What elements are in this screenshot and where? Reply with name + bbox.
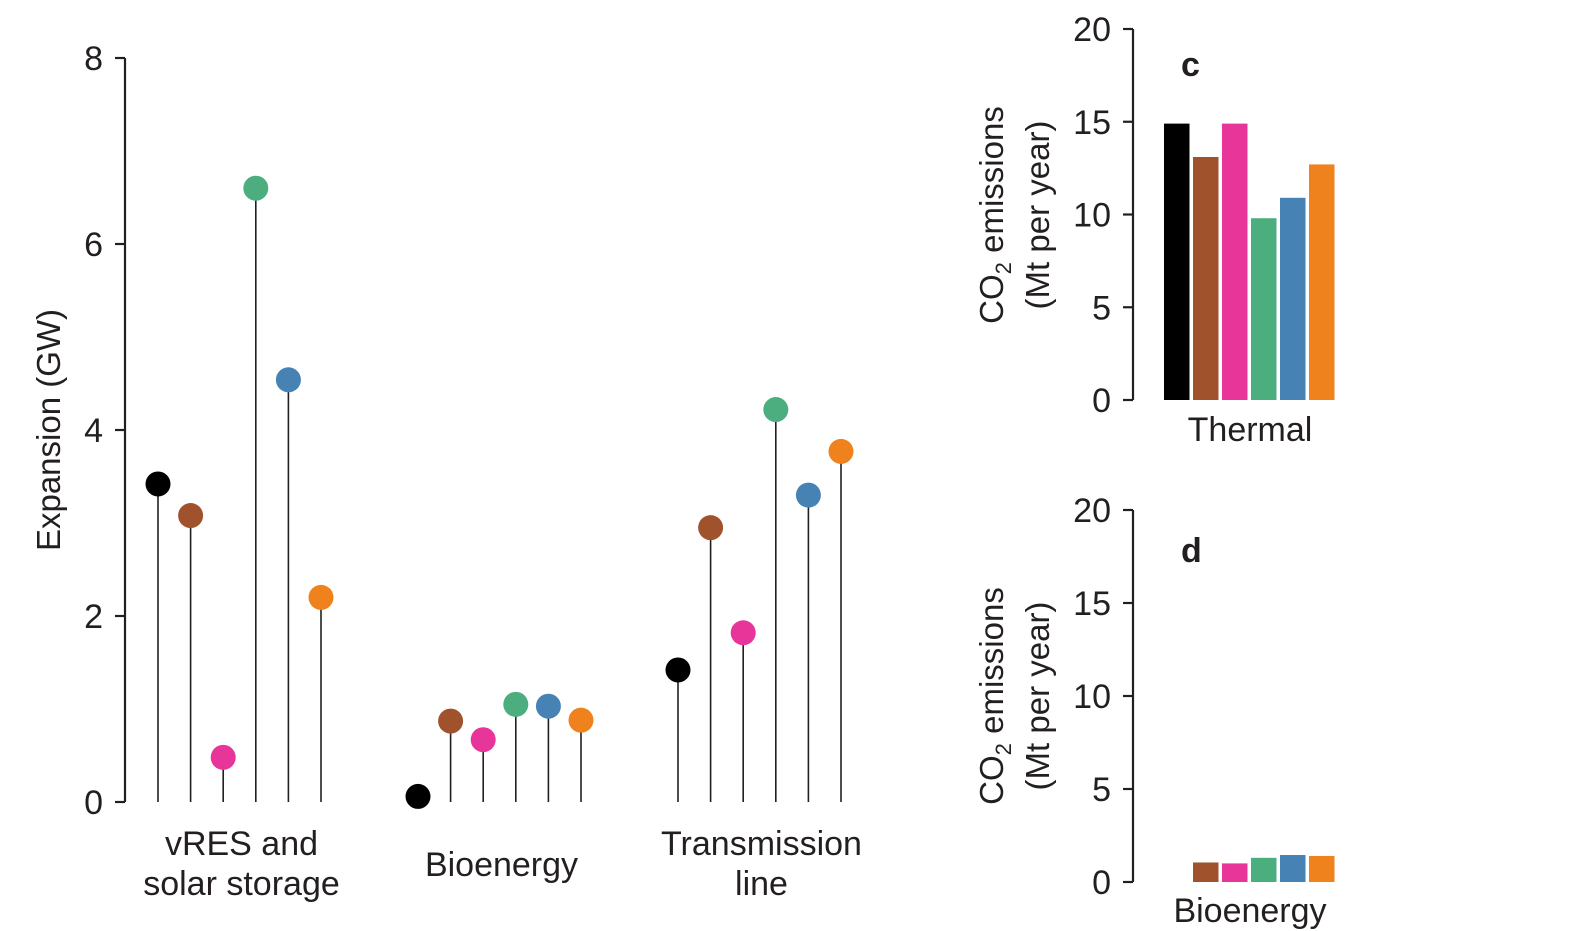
panel-c-y-tick-label: 5 <box>1092 289 1111 327</box>
expansion-y-ticks: 0 2 4 6 8 <box>84 40 125 822</box>
lollipop-point <box>405 783 431 809</box>
expansion-category-label: Bioenergy <box>425 846 578 884</box>
expansion-y-axis-title: Expansion (GW) <box>30 309 67 551</box>
expansion-y-tick-label: 6 <box>84 226 103 264</box>
panel-c-y-tick-label: 0 <box>1092 382 1111 420</box>
panel-c-letter: c <box>1181 46 1200 84</box>
panel-c-bar <box>1222 123 1248 400</box>
panel-d-y-tick-label: 15 <box>1073 585 1111 623</box>
panel-c-bar <box>1309 164 1335 400</box>
expansion-lollipops <box>145 175 854 809</box>
panel-d-y-tick-label: 20 <box>1073 492 1111 530</box>
panel-d-bars <box>1193 855 1335 882</box>
lollipop-point <box>145 471 171 497</box>
expansion-category-label: solar storage <box>143 865 340 903</box>
panel-c-bar <box>1251 218 1277 400</box>
panel-c-ylabel-co: CO <box>973 274 1010 324</box>
expansion-y-tick-label: 0 <box>84 784 103 822</box>
panel-d-y-tick-label: 5 <box>1092 771 1111 809</box>
lollipop-point <box>178 503 204 529</box>
expansion-category-label: Transmission <box>661 825 862 863</box>
expansion-category-label: vRES and <box>165 825 318 863</box>
panel-c-y-axis-title-line2: (Mt per year) <box>1019 121 1056 310</box>
panel-d-y-tick-label: 10 <box>1073 678 1111 716</box>
panel-d-y-axis-title-line2: (Mt per year) <box>1019 602 1056 791</box>
panel-c-bars <box>1164 123 1335 400</box>
lollipop-group-bioenergy <box>405 691 594 809</box>
panel-c-bar <box>1164 123 1190 400</box>
lollipop-point <box>698 515 724 541</box>
lollipop-group-vres <box>145 175 334 802</box>
lollipop-point <box>275 367 301 393</box>
lollipop-point <box>828 438 854 464</box>
panel-c-y-tick-label: 10 <box>1073 197 1111 235</box>
panel-c-ylabel-rest: emissions <box>973 106 1010 262</box>
panel-c-ylabel-subscript: 2 <box>991 262 1016 274</box>
lollipop-group-transmission <box>665 397 854 802</box>
panel-c-y-tick-label: 20 <box>1073 11 1111 49</box>
panel-d-bar <box>1251 857 1277 882</box>
expansion-category-label: line <box>735 865 788 903</box>
panel-d-bar <box>1222 863 1248 882</box>
lollipop-point <box>503 691 529 717</box>
lollipop-point <box>763 397 789 423</box>
panel-c-bar <box>1193 156 1219 400</box>
panel-d-ylabel-co: CO <box>973 755 1010 805</box>
panel-c-category-label: Thermal <box>1188 411 1313 449</box>
panel-c-y-tick-label: 15 <box>1073 104 1111 142</box>
lollipop-point <box>308 584 334 610</box>
panel-d-y-ticks: 0 5 10 15 20 <box>1073 492 1133 902</box>
panel-d-category-label: Bioenergy <box>1173 892 1326 930</box>
lollipop-point <box>470 727 496 753</box>
lollipop-point <box>568 707 594 733</box>
panel-d-ylabel-rest: emissions <box>973 587 1010 743</box>
panel-c-y-axis-title-line1: CO2 emissions <box>973 106 1016 324</box>
panel-d-bar <box>1193 862 1219 882</box>
panel-d-ylabel-subscript: 2 <box>991 743 1016 755</box>
panel-d-letter: d <box>1181 532 1202 570</box>
panel-d-y-axis-title-line1: CO2 emissions <box>973 587 1016 805</box>
expansion-y-tick-label: 8 <box>84 40 103 78</box>
lollipop-point <box>730 620 756 646</box>
lollipop-point <box>438 708 464 734</box>
lollipop-point <box>665 657 691 683</box>
lollipop-point <box>535 693 561 719</box>
panel-c-y-ticks: 0 5 10 15 20 <box>1073 11 1133 420</box>
panel-d-y-tick-label: 0 <box>1092 864 1111 902</box>
panel-d-bioenergy-emissions: 0 5 10 15 20 d Bioenergy CO2 emissions (Mt p… <box>973 492 1335 930</box>
lollipop-point <box>243 175 269 201</box>
expansion-y-tick-label: 4 <box>84 412 103 450</box>
panel-d-bar <box>1280 855 1306 882</box>
expansion-y-tick-label: 2 <box>84 598 103 636</box>
panel-d-bar <box>1309 855 1335 882</box>
panel-c-bar <box>1280 197 1306 400</box>
lollipop-point <box>795 482 821 508</box>
lollipop-point <box>210 744 236 770</box>
panel-c-thermal-emissions: 0 5 10 15 20 c Thermal CO2 emissions (Mt per… <box>973 11 1335 449</box>
